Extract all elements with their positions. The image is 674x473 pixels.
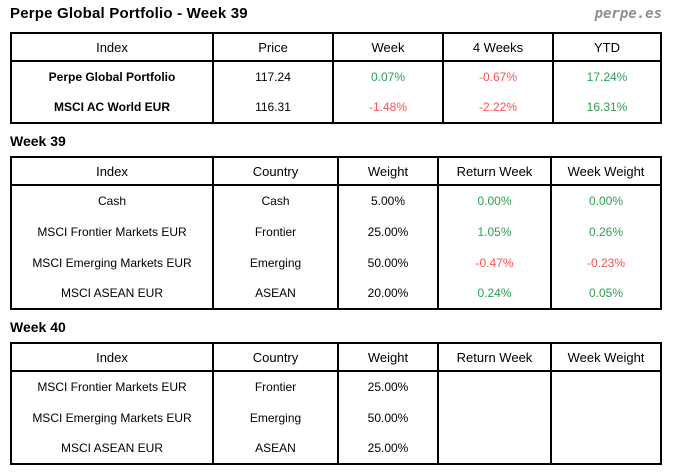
summary-table: Index Price Week 4 Weeks YTD Perpe Globa… (10, 32, 662, 124)
page-title: Perpe Global Portfolio - Week 39 (10, 5, 248, 22)
week39-header-row: Index Country Weight Return Week Week We… (10, 157, 662, 186)
week-weight-cell: 0.05% (550, 278, 662, 309)
index-cell: MSCI ASEAN EUR (10, 278, 214, 309)
section-title-week40: Week 40 (10, 319, 66, 335)
price-cell: 116.31 (212, 92, 334, 123)
section-title-week39: Week 39 (10, 133, 66, 149)
week-weight-cell (550, 371, 662, 402)
index-cell: MSCI ASEAN EUR (10, 433, 214, 464)
col-header-four-weeks: 4 Weeks (442, 33, 554, 62)
week40-section: Week 40 Index Country Weight Return Week… (10, 319, 662, 465)
col-header-week-weight: Week Weight (550, 157, 662, 186)
col-header-country: Country (212, 157, 339, 186)
country-cell: Cash (212, 185, 339, 216)
col-header-weight: Weight (337, 343, 439, 372)
summary-header-row: Index Price Week 4 Weeks YTD (10, 33, 662, 62)
four-weeks-cell: -2.22% (442, 92, 554, 123)
country-cell: Frontier (212, 216, 339, 247)
index-cell: MSCI Emerging Markets EUR (10, 247, 214, 278)
return-week-cell (437, 402, 552, 433)
table-row: MSCI Frontier Markets EUR Frontier 25.00… (10, 216, 662, 247)
weight-cell: 50.00% (337, 402, 439, 433)
index-cell: MSCI AC World EUR (10, 92, 214, 123)
price-cell: 117.24 (212, 61, 334, 92)
table-row: MSCI AC World EUR 116.31 -1.48% -2.22% 1… (10, 92, 662, 123)
index-cell: MSCI Frontier Markets EUR (10, 216, 214, 247)
col-header-index: Index (10, 33, 214, 62)
week40-table: Index Country Weight Return Week Week We… (10, 342, 662, 465)
week-cell: 0.07% (332, 61, 444, 92)
masthead: Perpe Global Portfolio - Week 39 perpe.e… (10, 5, 662, 28)
return-week-cell (437, 371, 552, 402)
week40-header-row: Index Country Weight Return Week Week We… (10, 343, 662, 372)
table-row: MSCI Emerging Markets EUR Emerging 50.00… (10, 247, 662, 278)
weight-cell: 25.00% (337, 216, 439, 247)
col-header-index: Index (10, 157, 214, 186)
col-header-ytd: YTD (552, 33, 662, 62)
ytd-cell: 16.31% (552, 92, 662, 123)
col-header-week-weight: Week Weight (550, 343, 662, 372)
table-row: MSCI Frontier Markets EUR Frontier 25.00… (10, 371, 662, 402)
col-header-price: Price (212, 33, 334, 62)
country-cell: ASEAN (212, 433, 339, 464)
index-cell: MSCI Emerging Markets EUR (10, 402, 214, 433)
country-cell: Emerging (212, 247, 339, 278)
index-cell: Perpe Global Portfolio (10, 61, 214, 92)
table-row: MSCI Emerging Markets EUR Emerging 50.00… (10, 402, 662, 433)
country-cell: Frontier (212, 371, 339, 402)
weight-cell: 5.00% (337, 185, 439, 216)
four-weeks-cell: -0.67% (442, 61, 554, 92)
return-week-cell (437, 433, 552, 464)
country-cell: ASEAN (212, 278, 339, 309)
week39-section: Week 39 Index Country Weight Return Week… (10, 133, 662, 310)
return-week-cell: -0.47% (437, 247, 552, 278)
week-weight-cell: 0.26% (550, 216, 662, 247)
col-header-index: Index (10, 343, 214, 372)
week-weight-cell: -0.23% (550, 247, 662, 278)
weight-cell: 25.00% (337, 433, 439, 464)
week-weight-cell: 0.00% (550, 185, 662, 216)
return-week-cell: 1.05% (437, 216, 552, 247)
table-row: Cash Cash 5.00% 0.00% 0.00% (10, 185, 662, 216)
col-header-country: Country (212, 343, 339, 372)
col-header-week: Week (332, 33, 444, 62)
weight-cell: 50.00% (337, 247, 439, 278)
brand-logo[interactable]: perpe.es (594, 6, 662, 22)
week39-table: Index Country Weight Return Week Week We… (10, 156, 662, 310)
index-cell: MSCI Frontier Markets EUR (10, 371, 214, 402)
col-header-return-week: Return Week (437, 343, 552, 372)
index-cell: Cash (10, 185, 214, 216)
return-week-cell: 0.00% (437, 185, 552, 216)
country-cell: Emerging (212, 402, 339, 433)
table-row: MSCI ASEAN EUR ASEAN 25.00% (10, 433, 662, 464)
week-weight-cell (550, 433, 662, 464)
week-cell: -1.48% (332, 92, 444, 123)
col-header-return-week: Return Week (437, 157, 552, 186)
table-row: MSCI ASEAN EUR ASEAN 20.00% 0.24% 0.05% (10, 278, 662, 309)
col-header-weight: Weight (337, 157, 439, 186)
weight-cell: 25.00% (337, 371, 439, 402)
week-weight-cell (550, 402, 662, 433)
table-row: Perpe Global Portfolio 117.24 0.07% -0.6… (10, 61, 662, 92)
ytd-cell: 17.24% (552, 61, 662, 92)
summary-section: Index Price Week 4 Weeks YTD Perpe Globa… (10, 32, 662, 124)
return-week-cell: 0.24% (437, 278, 552, 309)
weight-cell: 20.00% (337, 278, 439, 309)
